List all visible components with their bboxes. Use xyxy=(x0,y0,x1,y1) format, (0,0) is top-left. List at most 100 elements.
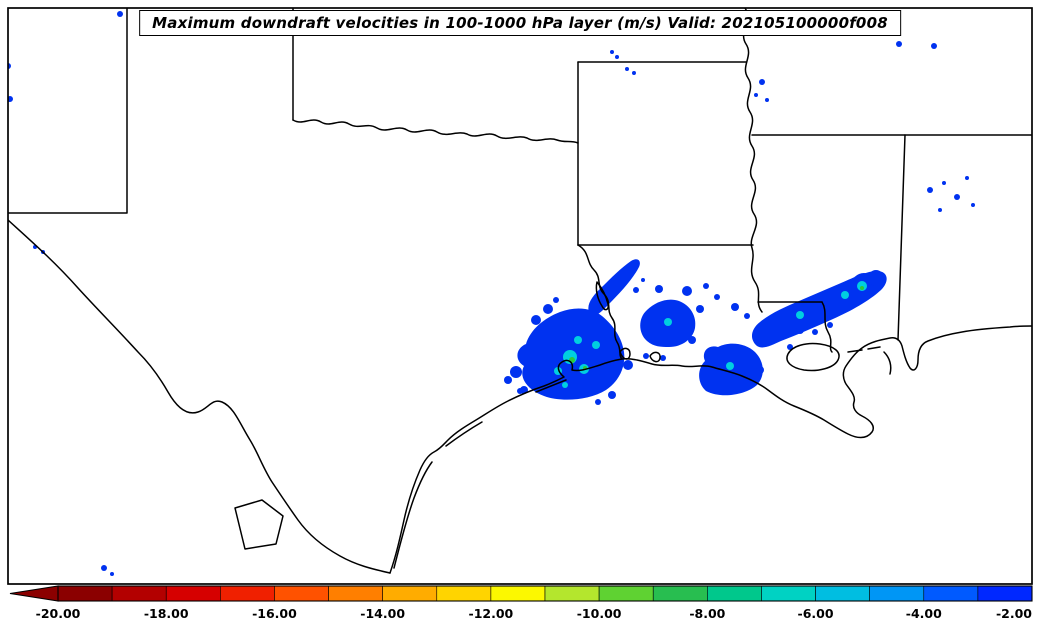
downdraft-region-blue xyxy=(787,344,793,350)
downdraft-region-blue xyxy=(714,294,720,300)
map-title-box: Maximum downdraft velocities in 100-1000… xyxy=(139,10,901,36)
colorbar-outline xyxy=(57,585,1033,602)
downdraft-region-blue xyxy=(660,355,666,361)
colorbar-segment xyxy=(111,585,167,602)
downdraft-region-blue xyxy=(553,297,559,303)
colorbar-segment xyxy=(436,585,492,602)
downdraft-region-blue xyxy=(868,270,884,286)
colorbar-tick-label: -18.00 xyxy=(144,606,189,621)
matagorda-island xyxy=(445,421,483,447)
padre-island xyxy=(393,461,433,569)
galveston-island xyxy=(535,379,567,393)
downdraft-region-blue xyxy=(643,353,649,359)
downdraft-region-blue xyxy=(749,354,755,360)
pearl-river-border xyxy=(821,301,833,353)
map-layers xyxy=(8,8,1032,576)
colorbar-segment xyxy=(598,585,654,602)
downdraft-region-blue xyxy=(8,96,13,102)
downdraft-region-cyan xyxy=(841,291,849,299)
downdraft-region-blue xyxy=(610,50,614,54)
colorbar-segment xyxy=(165,585,221,602)
downdraft-region-blue xyxy=(942,181,946,185)
colorbar-segment xyxy=(652,585,708,602)
downdraft-region-green xyxy=(860,286,864,290)
downdraft-region-blue xyxy=(531,315,541,325)
map-title-text: Maximum downdraft velocities in 100-1000… xyxy=(152,14,888,32)
downdraft-region-blue xyxy=(517,388,523,394)
colorbar-segment xyxy=(544,585,600,602)
mississippi-sound-island-1 xyxy=(847,349,863,353)
colorbar-segment xyxy=(761,585,816,602)
map-background xyxy=(8,8,1032,584)
downdraft-region-blue xyxy=(615,55,619,59)
downdraft-region-cyan xyxy=(592,341,600,349)
downdraft-region-cyan xyxy=(726,362,734,370)
downdraft-region-blue xyxy=(954,194,960,200)
colorbar-segment xyxy=(707,585,762,602)
mississippi-river xyxy=(742,8,763,313)
colorbar-segment xyxy=(923,585,979,602)
downdraft-region-blue xyxy=(543,304,553,314)
downdraft-region-blue xyxy=(641,278,645,282)
downdraft-region-blue xyxy=(971,203,975,207)
rio-grande-mexico-border xyxy=(8,219,391,574)
downdraft-region-blue xyxy=(703,283,709,289)
colorbar-segment xyxy=(382,585,438,602)
new-mexico-texas-border xyxy=(8,8,128,214)
downdraft-region-blue xyxy=(608,391,616,399)
downdraft-region-blue xyxy=(796,326,804,334)
colorbar-underflow-arrow xyxy=(9,585,59,602)
downdraft-region-blue xyxy=(965,176,969,180)
map-frame xyxy=(7,7,1033,585)
colorbar-segment xyxy=(977,585,1033,602)
downdraft-region-blue xyxy=(827,322,833,328)
downdraft-region-blue xyxy=(812,329,818,335)
colorbar-segment xyxy=(57,585,113,602)
colorbar-tick-label: -16.00 xyxy=(252,606,297,621)
colorbar-segment xyxy=(869,585,925,602)
colorbar-tick-label: -10.00 xyxy=(577,606,622,621)
downdraft-region-blue xyxy=(101,565,107,571)
colorbar-segment xyxy=(328,585,383,602)
downdraft-region-blue xyxy=(625,67,629,71)
downdraft-region-blue xyxy=(655,285,663,293)
chandeleur-islands xyxy=(883,351,892,375)
downdraft-region-cyan xyxy=(664,318,672,326)
colorbar-tick-label: -6.00 xyxy=(798,606,834,621)
colorbar-tick-label: -12.00 xyxy=(469,606,514,621)
downdraft-region-blue xyxy=(688,336,696,344)
downdraft-region-blue xyxy=(744,313,750,319)
mississippi-alabama-border xyxy=(897,134,906,341)
calcasieu-lake xyxy=(649,351,661,363)
downdraft-region-blue xyxy=(759,79,765,85)
falcon-reservoir xyxy=(234,499,284,550)
downdraft-region-blue xyxy=(754,93,758,97)
downdraft-region-cyan xyxy=(574,336,582,344)
downdraft-region-blue xyxy=(756,366,764,374)
gulf-coastline xyxy=(389,325,1032,574)
toledo-bend-reservoir xyxy=(595,281,609,311)
downdraft-region-blue xyxy=(623,360,633,370)
colorbar-segment xyxy=(220,585,275,602)
downdraft-region-blue xyxy=(110,572,114,576)
colorbar-segment xyxy=(490,585,546,602)
red-river-tx-ok-border xyxy=(292,119,579,144)
downdraft-region-cyan xyxy=(796,311,804,319)
colorbar-tick-label: -4.00 xyxy=(906,606,942,621)
downdraft-region-blue xyxy=(696,305,704,313)
lake-pontchartrain xyxy=(786,342,840,372)
downdraft-region-blue xyxy=(588,259,640,316)
colorbar-tick-label: -2.00 xyxy=(996,606,1032,621)
downdraft-region-blue xyxy=(510,366,522,378)
downdraft-region-blue xyxy=(765,98,769,102)
colorbar-tick-label: -20.00 xyxy=(36,606,81,621)
downdraft-region-blue xyxy=(682,286,692,296)
mississippi-sound-island-2 xyxy=(867,346,881,350)
colorbar-tick-label: -8.00 xyxy=(689,606,725,621)
downdraft-region-blue xyxy=(927,187,933,193)
downdraft-region-blue xyxy=(931,43,937,49)
downdraft-region-blue xyxy=(731,303,739,311)
colorbar-segment xyxy=(274,585,329,602)
